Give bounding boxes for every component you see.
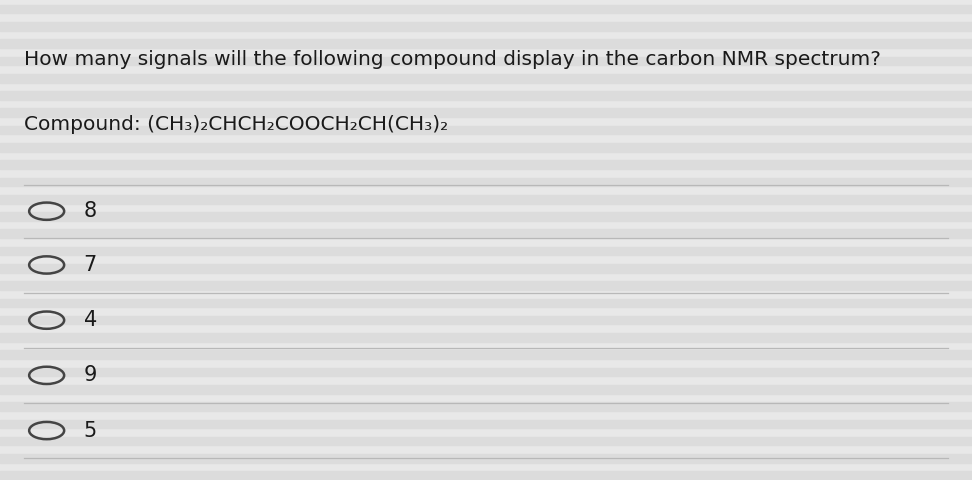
Text: 5: 5	[84, 420, 97, 441]
Text: Compound: (CH₃)₂CHCH₂COOCH₂CH(CH₃)₂: Compound: (CH₃)₂CHCH₂COOCH₂CH(CH₃)₂	[24, 115, 448, 134]
Bar	[0, 471, 972, 480]
Bar	[0, 57, 972, 65]
Text: 7: 7	[84, 255, 97, 275]
Bar	[0, 5, 972, 13]
Text: How many signals will the following compound display in the carbon NMR spectrum?: How many signals will the following comp…	[24, 50, 882, 70]
Bar	[0, 74, 972, 83]
Bar	[0, 160, 972, 169]
Bar	[0, 350, 972, 359]
Bar	[0, 454, 972, 463]
Bar	[0, 437, 972, 445]
Bar	[0, 281, 972, 290]
Bar	[0, 299, 972, 307]
Bar	[0, 212, 972, 221]
Bar	[0, 178, 972, 186]
Bar	[0, 385, 972, 394]
Bar	[0, 143, 972, 152]
Bar	[0, 420, 972, 428]
Bar	[0, 368, 972, 376]
Bar	[0, 247, 972, 255]
Bar	[0, 91, 972, 100]
Bar	[0, 22, 972, 31]
Bar	[0, 229, 972, 238]
Bar	[0, 264, 972, 273]
Bar	[0, 108, 972, 117]
Bar	[0, 126, 972, 134]
Text: 4: 4	[84, 310, 97, 330]
Bar	[0, 316, 972, 324]
Text: 8: 8	[84, 201, 97, 221]
Bar	[0, 195, 972, 204]
Bar	[0, 402, 972, 411]
Bar	[0, 39, 972, 48]
Bar	[0, 333, 972, 342]
Text: 9: 9	[84, 365, 97, 385]
